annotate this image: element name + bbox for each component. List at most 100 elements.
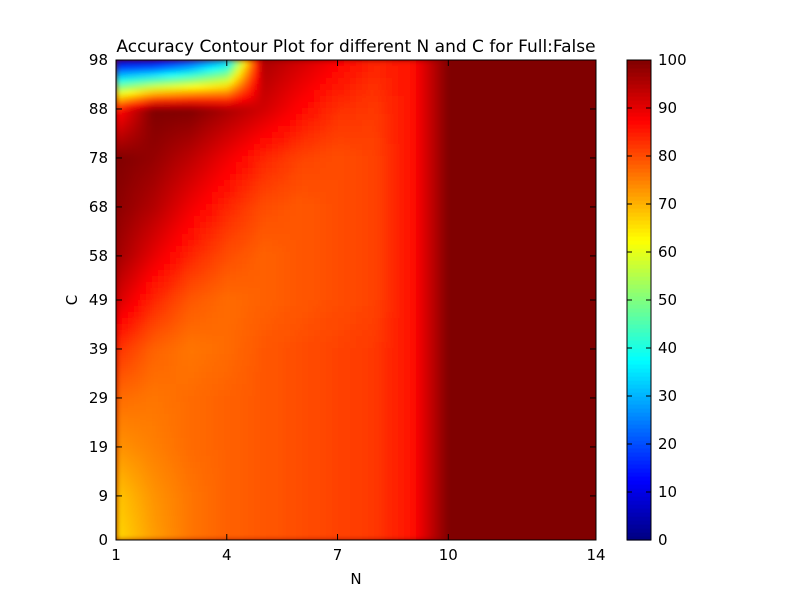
heatmap-cell [572, 414, 579, 421]
heatmap-cell [446, 372, 453, 379]
heatmap-cell [206, 348, 213, 355]
heatmap-cell [200, 312, 207, 319]
heatmap-cell [158, 282, 165, 289]
heatmap-cell [392, 414, 399, 421]
heatmap-cell [566, 324, 573, 331]
heatmap-cell [230, 318, 237, 325]
heatmap-cell [584, 318, 591, 325]
heatmap-cell [374, 408, 381, 415]
heatmap-cell [206, 174, 213, 181]
heatmap-cell [236, 432, 243, 439]
heatmap-cell [410, 336, 417, 343]
heatmap-cell [566, 258, 573, 265]
heatmap-cell [506, 222, 513, 229]
heatmap-cell [260, 288, 267, 295]
heatmap-cell [224, 360, 231, 367]
heatmap-cell [122, 354, 129, 361]
heatmap-cell [470, 282, 477, 289]
heatmap-cell [134, 66, 141, 73]
heatmap-cell [500, 102, 507, 109]
heatmap-cell [320, 126, 327, 133]
heatmap-cell [560, 174, 567, 181]
heatmap-cell [272, 78, 279, 85]
heatmap-cell [380, 252, 387, 259]
heatmap-cell [356, 234, 363, 241]
heatmap-cell [218, 354, 225, 361]
heatmap-cell [248, 78, 255, 85]
heatmap-cell [194, 192, 201, 199]
heatmap-cell [278, 162, 285, 169]
heatmap-cell [260, 156, 267, 163]
heatmap-cell [560, 240, 567, 247]
heatmap-cell [536, 414, 543, 421]
heatmap-cell [146, 192, 153, 199]
heatmap-cell [524, 156, 531, 163]
heatmap-cell [482, 222, 489, 229]
heatmap-cell [536, 90, 543, 97]
heatmap-cell [458, 336, 465, 343]
heatmap-cell [302, 408, 309, 415]
heatmap-cell [176, 258, 183, 265]
heatmap-cell [152, 150, 159, 157]
heatmap-cell [458, 132, 465, 139]
heatmap-cell [428, 372, 435, 379]
heatmap-cell [500, 84, 507, 91]
heatmap-cell [134, 156, 141, 163]
heatmap-cell [272, 318, 279, 325]
heatmap-cell [392, 102, 399, 109]
heatmap-cell [494, 114, 501, 121]
heatmap-cell [404, 336, 411, 343]
heatmap-cell [128, 234, 135, 241]
heatmap-cell [254, 426, 261, 433]
heatmap-cell [218, 180, 225, 187]
heatmap-cell [188, 192, 195, 199]
heatmap-cell [290, 72, 297, 79]
heatmap-cell [518, 252, 525, 259]
heatmap-cell [170, 348, 177, 355]
heatmap-cell [284, 96, 291, 103]
heatmap-cell [512, 78, 519, 85]
heatmap-cell [218, 228, 225, 235]
heatmap-cell [320, 234, 327, 241]
heatmap-cell [560, 384, 567, 391]
heatmap-cell [236, 204, 243, 211]
heatmap-cell [212, 60, 219, 67]
heatmap-cell [338, 348, 345, 355]
heatmap-cell [284, 324, 291, 331]
heatmap-cell [524, 258, 531, 265]
heatmap-cell [254, 372, 261, 379]
heatmap-cell [560, 288, 567, 295]
heatmap-cell [518, 240, 525, 247]
heatmap-cell [200, 420, 207, 427]
heatmap-cell [140, 144, 147, 151]
heatmap-cell [542, 396, 549, 403]
heatmap-cell [410, 348, 417, 355]
heatmap-cell [242, 78, 249, 85]
heatmap-cell [362, 270, 369, 277]
heatmap-cell [584, 150, 591, 157]
heatmap-cell [404, 60, 411, 67]
heatmap-cell [242, 426, 249, 433]
heatmap-cell [374, 348, 381, 355]
heatmap-cell [566, 210, 573, 217]
heatmap-cell [314, 378, 321, 385]
heatmap-cell [374, 210, 381, 217]
heatmap-cell [500, 378, 507, 385]
heatmap-cell [164, 102, 171, 109]
heatmap-cell [260, 342, 267, 349]
heatmap-cell [308, 198, 315, 205]
heatmap-cell [422, 396, 429, 403]
heatmap-cell [296, 78, 303, 85]
heatmap-cell [236, 66, 243, 73]
heatmap-cell [188, 234, 195, 241]
heatmap-cell [560, 138, 567, 145]
heatmap-cell [530, 354, 537, 361]
heatmap-cell [422, 258, 429, 265]
heatmap-cell [578, 198, 585, 205]
heatmap-cell [506, 426, 513, 433]
heatmap-cell [242, 84, 249, 91]
heatmap-cell [188, 390, 195, 397]
heatmap-cell [410, 426, 417, 433]
heatmap-cell [344, 66, 351, 73]
heatmap-cell [566, 138, 573, 145]
